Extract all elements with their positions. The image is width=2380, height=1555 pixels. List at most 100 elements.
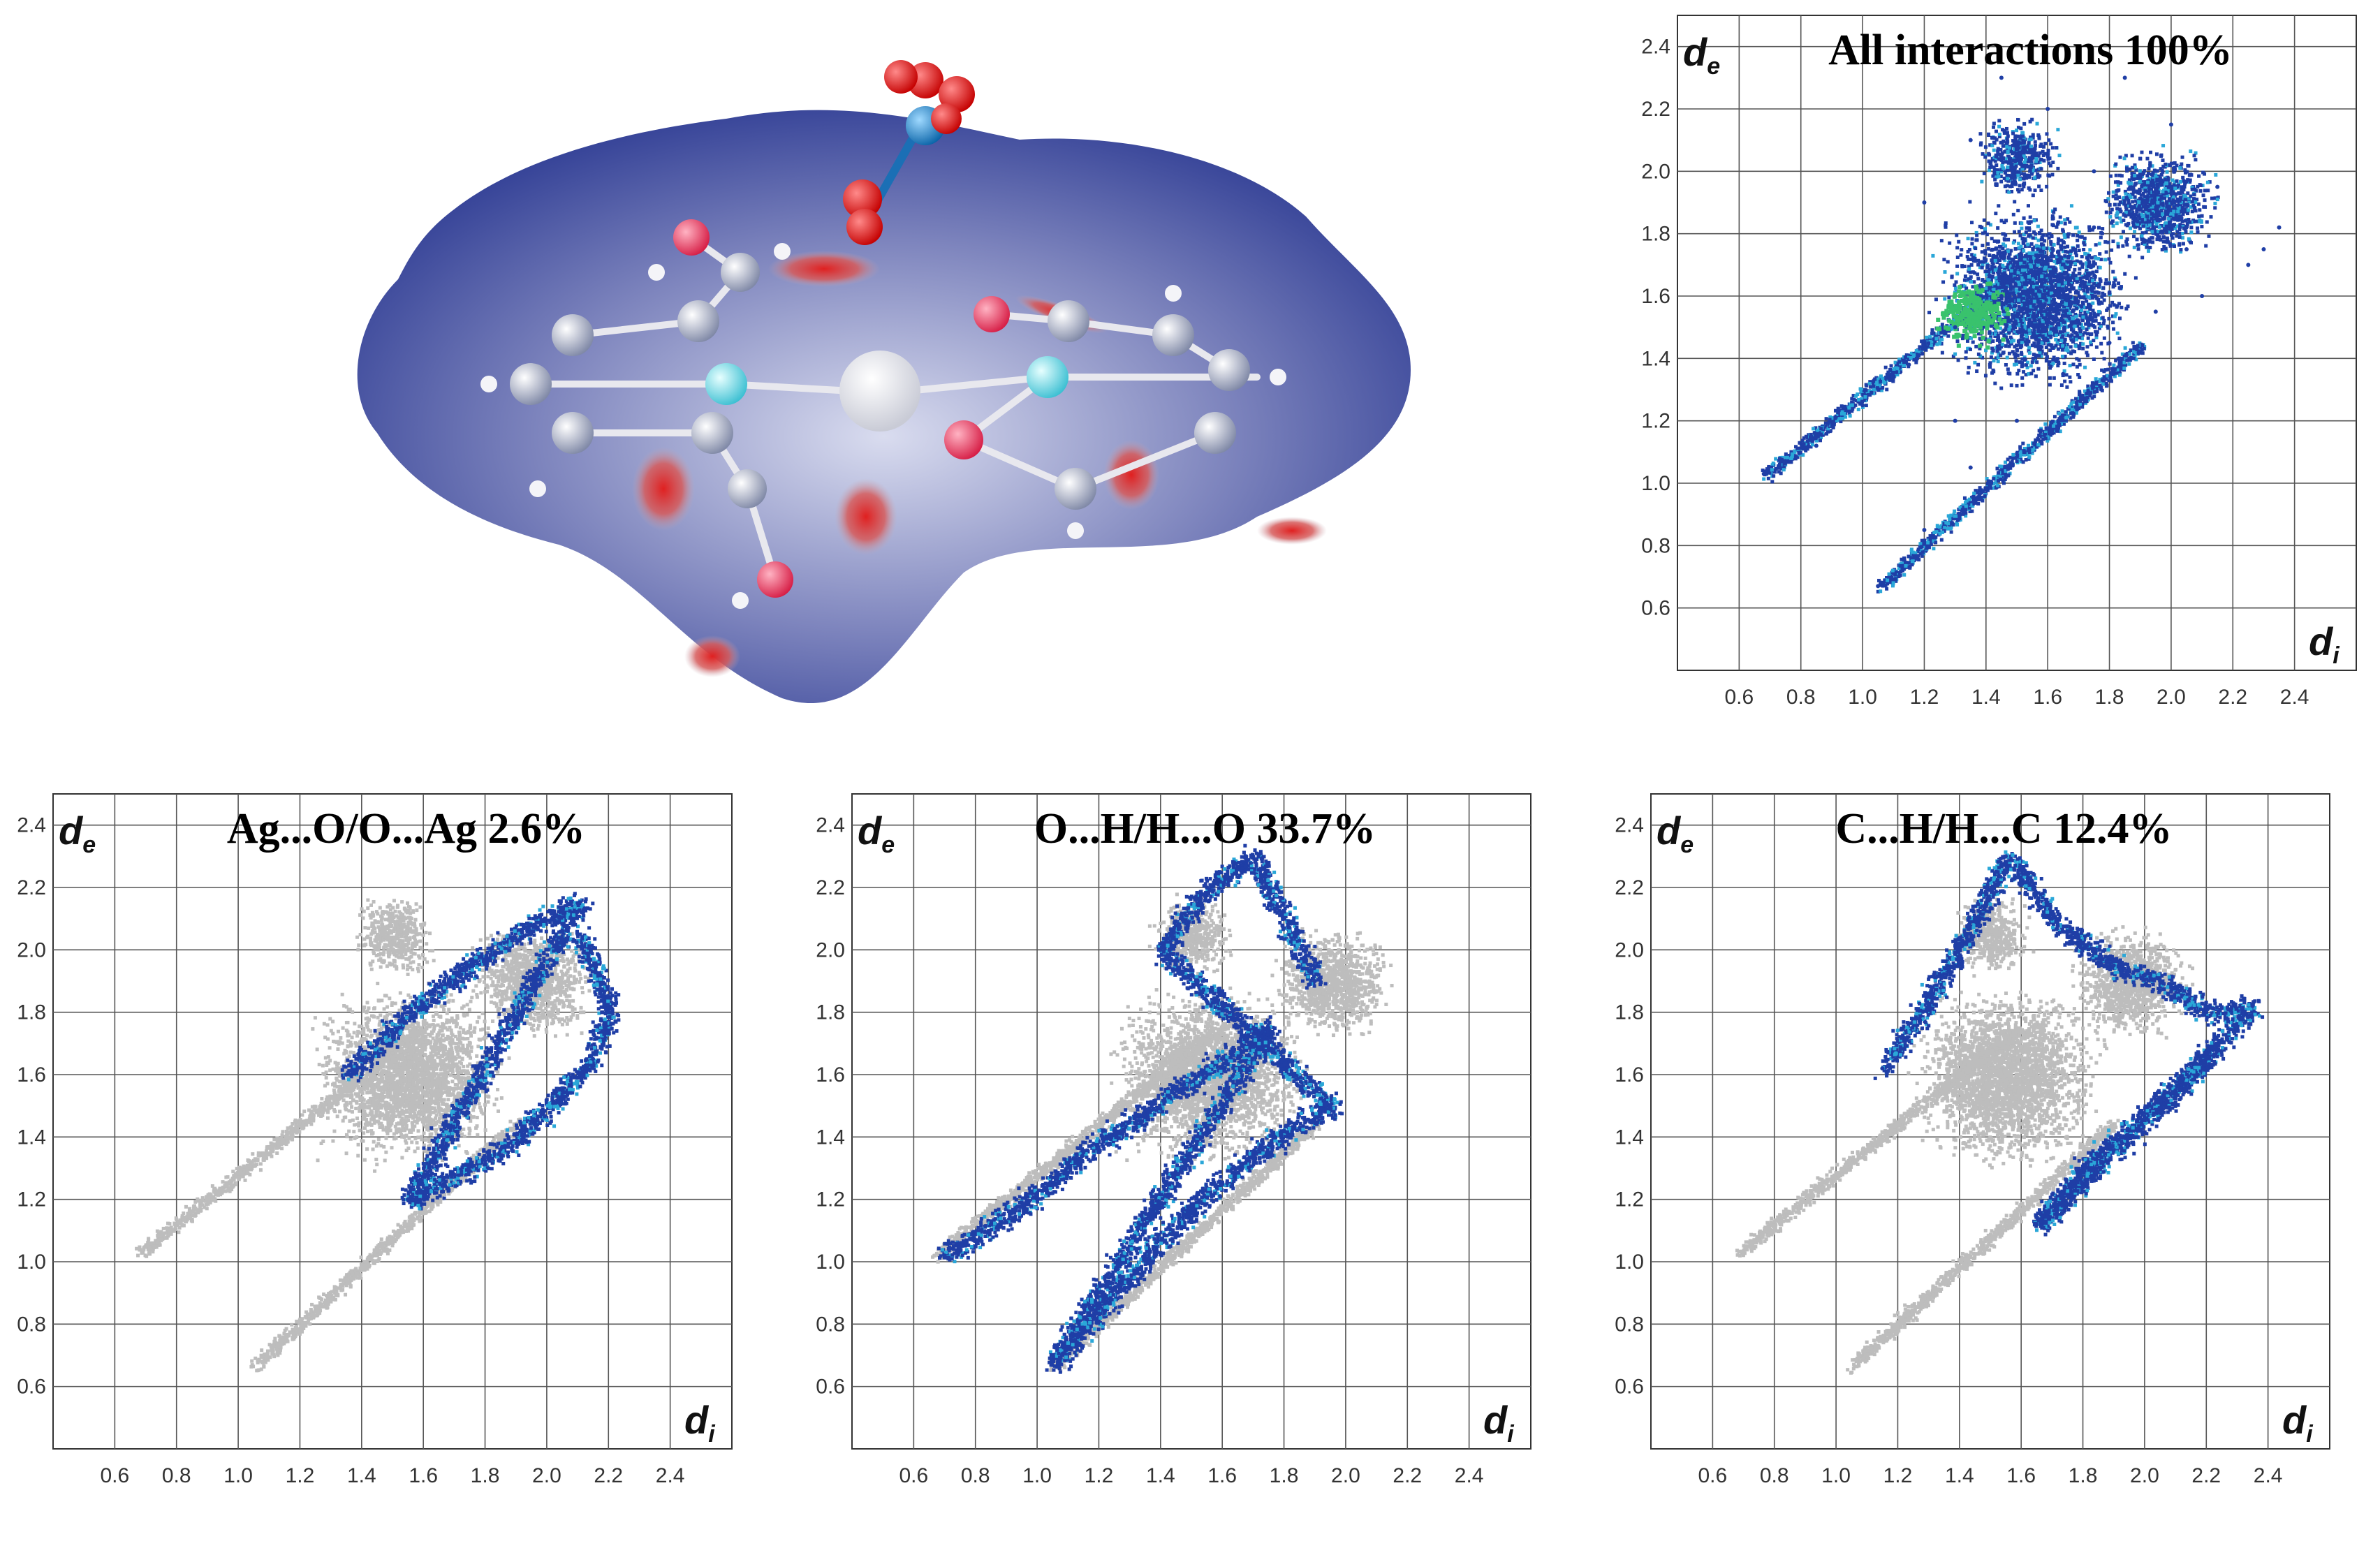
data-point bbox=[1251, 854, 1256, 859]
x-tick-label: 0.8 bbox=[1786, 686, 1816, 709]
x-tick-label: 2.2 bbox=[2191, 1464, 2221, 1487]
data-point bbox=[575, 932, 580, 936]
x-tick-label: 1.0 bbox=[223, 1464, 253, 1487]
y-tick-label: 1.8 bbox=[1641, 223, 1670, 246]
data-point bbox=[1205, 885, 1210, 890]
y-tick-label: 1.4 bbox=[1615, 1126, 1644, 1149]
data-point bbox=[1220, 1056, 1225, 1061]
data-point bbox=[988, 1222, 993, 1227]
data-point bbox=[2111, 963, 2116, 968]
data-point bbox=[2034, 1222, 2039, 1227]
data-point bbox=[2126, 1128, 2131, 1133]
y-tick-label: 2.0 bbox=[1615, 938, 1644, 961]
data-point bbox=[575, 901, 580, 906]
y-tick-label: 2.4 bbox=[17, 814, 46, 837]
data-point bbox=[2158, 979, 2162, 983]
fingerprint-plot-c-h: 0.6 0.8 1.0 1.2 1.4 1.6 1.8 2.0 2.2 2.4 0.6 0.8 1.0 1… bbox=[1615, 793, 2330, 1487]
data-point bbox=[1972, 916, 1977, 921]
data-point bbox=[1143, 1253, 1147, 1258]
data-point bbox=[1035, 1191, 1040, 1195]
contact-spot bbox=[684, 635, 740, 677]
x-axis-label: di bbox=[684, 1398, 716, 1447]
x-tick-label: 1.4 bbox=[1971, 686, 2001, 709]
data-point bbox=[1953, 418, 1957, 423]
y-tick-label: 1.0 bbox=[816, 1251, 845, 1274]
data-point bbox=[1860, 403, 1865, 408]
y-tick-label: 1.4 bbox=[1641, 347, 1670, 370]
x-tick-label: 2.4 bbox=[656, 1464, 685, 1487]
y-tick-label: 1.8 bbox=[1615, 1001, 1644, 1024]
data-point bbox=[1081, 1150, 1086, 1155]
x-tick-label: 1.6 bbox=[2033, 686, 2062, 709]
data-point bbox=[436, 985, 441, 989]
x-axis-label: di bbox=[2282, 1398, 2314, 1447]
data-point bbox=[2107, 341, 2112, 345]
x-tick-label: 1.4 bbox=[1146, 1464, 1175, 1487]
x-tick-label: 0.6 bbox=[899, 1464, 929, 1487]
grid-lines bbox=[1677, 15, 2356, 670]
data-point bbox=[2246, 263, 2251, 267]
data-point bbox=[1999, 75, 2004, 80]
y-tick-label: 1.0 bbox=[1615, 1251, 1644, 1274]
y-tick-label: 1.8 bbox=[17, 1001, 46, 1024]
data-point bbox=[1907, 362, 1911, 367]
data-point bbox=[498, 1147, 503, 1152]
x-tick-label: 1.0 bbox=[1848, 686, 1877, 709]
y-tick-label: 0.6 bbox=[17, 1376, 46, 1399]
y-tick-label: 0.6 bbox=[1641, 597, 1670, 620]
data-point bbox=[1235, 1166, 1240, 1170]
x-tick-label: 1.8 bbox=[2095, 686, 2124, 709]
y-tick-label: 1.2 bbox=[1641, 410, 1670, 433]
data-point bbox=[606, 1010, 611, 1015]
y-tick-label: 1.6 bbox=[17, 1063, 46, 1086]
data-point bbox=[2184, 247, 2189, 251]
y-tick-label: 2.0 bbox=[17, 938, 46, 961]
fingerprint-plot-ag-o: 0.6 0.8 1.0 1.2 1.4 1.6 1.8 2.0 2.2 2.4 0.6 0.8 1.0 1… bbox=[17, 793, 733, 1487]
data-point bbox=[1096, 1306, 1101, 1311]
data-point bbox=[2050, 916, 2055, 921]
data-point bbox=[2168, 122, 2173, 127]
data-point bbox=[2277, 225, 2282, 230]
data-point bbox=[1189, 1203, 1193, 1208]
y-tick-label: 2.2 bbox=[1641, 98, 1670, 121]
x-tick-label: 2.2 bbox=[2218, 686, 2247, 709]
data-point bbox=[560, 907, 564, 912]
data-point bbox=[1266, 1026, 1271, 1030]
data-point bbox=[498, 941, 503, 946]
y-tick-label: 1.2 bbox=[816, 1188, 845, 1211]
x-tick-label: 2.4 bbox=[2280, 686, 2309, 709]
x-axis-label: di bbox=[2309, 619, 2340, 669]
nitrate-anion bbox=[843, 60, 975, 245]
data-point bbox=[1281, 1128, 1286, 1133]
data-point bbox=[2092, 169, 2096, 174]
x-tick-label: 1.2 bbox=[286, 1464, 315, 1487]
y-tick-label: 1.6 bbox=[1641, 285, 1670, 308]
x-tick-label: 2.0 bbox=[532, 1464, 561, 1487]
data-point bbox=[1127, 1119, 1132, 1123]
highlighted-contacts bbox=[1761, 75, 2282, 589]
contact-spot bbox=[1257, 517, 1327, 545]
x-tick-label: 1.2 bbox=[1883, 1464, 1913, 1487]
data-point bbox=[2261, 247, 2266, 251]
y-tick-label: 2.4 bbox=[816, 814, 845, 837]
x-tick-label: 2.2 bbox=[1393, 1464, 1422, 1487]
x-tick-label: 2.2 bbox=[594, 1464, 623, 1487]
plot-frame bbox=[52, 793, 733, 1450]
y-tick-label: 1.2 bbox=[17, 1188, 46, 1211]
data-point bbox=[2204, 1056, 2209, 1061]
fingerprint-plot-all: 0.6 0.8 1.0 1.2 1.4 1.6 1.8 2.0 2.2 2.4 0.6 0.8 1.0 1… bbox=[1641, 15, 2357, 709]
x-tick-label: 2.4 bbox=[1455, 1464, 1484, 1487]
x-tick-label: 2.0 bbox=[2157, 686, 2186, 709]
y-tick-label: 0.8 bbox=[1641, 534, 1670, 557]
data-point bbox=[1050, 1359, 1055, 1364]
data-point bbox=[2250, 1003, 2255, 1008]
x-tick-label: 1.4 bbox=[347, 1464, 376, 1487]
y-tick-label: 1.6 bbox=[1615, 1063, 1644, 1086]
x-tick-label: 0.6 bbox=[101, 1464, 130, 1487]
x-tick-label: 0.8 bbox=[1760, 1464, 1789, 1487]
data-point bbox=[2153, 309, 2158, 314]
data-point bbox=[591, 963, 596, 968]
y-tick-label: 2.2 bbox=[816, 876, 845, 899]
x-tick-label: 1.2 bbox=[1910, 686, 1939, 709]
y-axis-label: de bbox=[858, 809, 895, 858]
